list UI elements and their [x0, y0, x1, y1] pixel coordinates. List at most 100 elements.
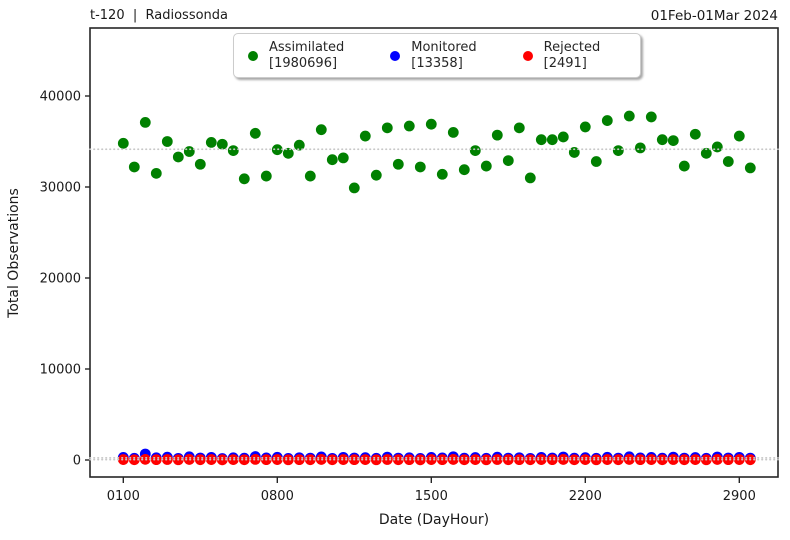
data-point-rejected — [205, 454, 217, 465]
data-point-assimilated — [469, 145, 481, 157]
legend-series-count: [2491] — [543, 55, 587, 71]
legend-label-assimilated: Assimilated [1980696] — [269, 40, 344, 72]
data-point-assimilated — [645, 111, 657, 123]
data-point-rejected — [557, 454, 569, 465]
data-point-rejected — [678, 454, 690, 466]
y-tick-label: 0 — [73, 454, 81, 469]
data-point-assimilated — [557, 131, 569, 143]
data-point-assimilated — [513, 122, 525, 134]
axes-spines — [89, 27, 779, 478]
data-point-assimilated — [623, 110, 635, 122]
data-point-assimilated — [568, 147, 580, 158]
data-point-assimilated — [535, 134, 547, 146]
data-point-assimilated — [117, 137, 129, 149]
x-tick-label: 1500 — [415, 489, 448, 504]
rejected-marker-icon — [522, 50, 533, 61]
data-point-assimilated — [216, 138, 228, 150]
data-point-assimilated — [315, 124, 327, 136]
data-point-rejected — [326, 454, 338, 466]
x-tick-label: 0800 — [261, 489, 294, 504]
data-point-assimilated — [227, 145, 239, 157]
data-point-assimilated — [491, 129, 503, 141]
data-point-assimilated — [139, 116, 151, 128]
data-point-assimilated — [381, 122, 393, 134]
plot-title: t-120 | Radiossonda — [90, 8, 228, 23]
data-point-rejected — [458, 454, 470, 466]
legend-series-count: [1980696] — [269, 55, 338, 71]
data-point-assimilated — [667, 135, 679, 146]
data-point-assimilated — [502, 155, 514, 167]
data-point-assimilated — [722, 156, 734, 167]
data-point-assimilated — [392, 158, 404, 170]
y-axis-label: Total Observations — [6, 188, 22, 318]
data-point-assimilated — [337, 152, 349, 164]
data-point-rejected — [590, 454, 602, 466]
data-point-rejected — [381, 454, 393, 465]
data-point-rejected — [370, 454, 382, 466]
data-point-rejected — [337, 454, 349, 465]
data-point-assimilated — [425, 118, 437, 130]
data-point-assimilated — [634, 142, 646, 154]
data-point-rejected — [502, 454, 514, 466]
data-point-assimilated — [260, 170, 272, 182]
data-point-assimilated — [172, 151, 184, 163]
x-tick-label: 0100 — [107, 489, 140, 504]
data-point-assimilated — [150, 167, 162, 179]
data-point-rejected — [150, 454, 162, 466]
legend-label-monitored: Monitored [13358] — [411, 40, 476, 72]
data-point-assimilated — [414, 161, 426, 173]
data-point-rejected — [282, 454, 294, 466]
data-point-rejected — [634, 454, 646, 466]
data-point-rejected — [249, 454, 261, 465]
x-axis-label: Date (DayHour) — [378, 512, 490, 528]
y-tick-label: 40000 — [40, 90, 81, 105]
data-point-assimilated — [733, 130, 745, 142]
y-tick-label: 30000 — [40, 181, 81, 196]
x-tick-label: 2900 — [723, 489, 756, 504]
data-point-rejected — [161, 454, 173, 465]
data-point-assimilated — [656, 134, 668, 146]
data-point-assimilated — [128, 161, 140, 173]
monitored-marker-icon — [390, 50, 401, 61]
data-point-rejected — [722, 454, 734, 466]
data-point-assimilated — [403, 120, 415, 132]
data-point-assimilated — [546, 134, 558, 146]
data-point-assimilated — [711, 141, 723, 153]
data-point-assimilated — [293, 139, 305, 151]
assimilated-marker-icon — [248, 50, 258, 61]
data-point-assimilated — [348, 182, 360, 194]
legend-item-monitored: Monitored [13358] — [390, 40, 477, 72]
data-point-assimilated — [370, 169, 382, 181]
data-point-assimilated — [601, 115, 613, 126]
legend-label-rejected: Rejected [2491] — [544, 40, 601, 72]
data-point-assimilated — [205, 137, 217, 148]
legend-item-assimilated: Assimilated [1980696] — [248, 40, 344, 72]
data-point-rejected — [513, 454, 525, 466]
data-point-assimilated — [249, 127, 261, 139]
data-point-assimilated — [326, 154, 338, 166]
data-point-assimilated — [458, 164, 470, 176]
legend-series-name: Rejected — [543, 39, 601, 55]
data-point-assimilated — [359, 130, 371, 142]
data-point-assimilated — [524, 172, 536, 184]
data-point-assimilated — [744, 162, 756, 174]
legend-item-rejected: Rejected [2491] — [522, 40, 601, 72]
data-point-rejected — [425, 454, 437, 465]
data-point-rejected — [645, 454, 657, 465]
data-point-assimilated — [480, 160, 492, 172]
y-tick-label: 10000 — [40, 363, 81, 378]
data-point-assimilated — [304, 170, 316, 182]
x-tick-label: 2200 — [569, 489, 602, 504]
data-point-rejected — [293, 454, 305, 466]
data-point-assimilated — [436, 168, 448, 180]
data-point-rejected — [546, 454, 558, 466]
data-point-rejected — [601, 454, 613, 465]
data-point-assimilated — [700, 147, 712, 159]
y-tick-label: 20000 — [40, 272, 81, 287]
data-point-assimilated — [238, 173, 250, 185]
data-point-rejected — [117, 454, 129, 465]
data-point-rejected — [194, 454, 206, 466]
legend-series-name: Monitored — [411, 39, 477, 55]
